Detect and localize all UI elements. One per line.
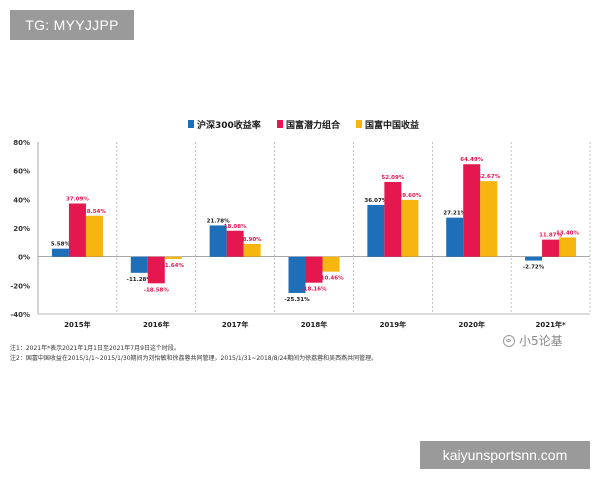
data-label-0-4: 36.07%: [364, 198, 387, 204]
bar-2-6: [559, 237, 577, 257]
data-label-2-1: -1.64%: [163, 263, 185, 269]
bar-1-6: [542, 239, 560, 257]
channel-tag: TG: MYYJJPP: [10, 10, 134, 40]
bar-2-0: [85, 215, 103, 257]
bar-0-6: [525, 256, 543, 261]
data-label-1-4: 52.09%: [381, 175, 404, 181]
x-tick-label: 2015年: [64, 320, 90, 329]
data-label-1-6: 11.87%: [539, 233, 562, 239]
data-label-2-0: 28.54%: [83, 209, 106, 215]
brand-text: 小5论基: [519, 334, 563, 348]
data-label-0-2: 21.78%: [207, 218, 230, 224]
brand-mark: 小5论基: [503, 332, 563, 349]
bar-1-2: [226, 230, 244, 257]
bar-0-3: [288, 256, 306, 293]
legend-swatch-2: [356, 120, 362, 128]
data-label-2-2: 8.90%: [243, 237, 263, 243]
legend-swatch-1: [277, 120, 283, 128]
x-tick-label: 2020年: [458, 320, 484, 329]
site-watermark: kaiyunsportsnn.com: [420, 441, 590, 469]
bar-2-4: [401, 199, 419, 257]
x-tick-label: 2019年: [380, 320, 406, 329]
y-tick-label: 60%: [13, 168, 30, 176]
y-tick-label: -20%: [10, 282, 30, 290]
data-label-2-4: 39.60%: [398, 193, 421, 199]
x-tick-label: 2021年*: [535, 320, 565, 329]
legend-label-1: 国富潜力组合: [286, 119, 341, 131]
bar-1-4: [384, 182, 402, 257]
y-tick-label: 40%: [13, 196, 30, 204]
data-label-0-1: -11.28%: [127, 277, 153, 283]
data-label-1-5: 64.49%: [460, 157, 483, 163]
bar-1-5: [463, 164, 481, 257]
y-tick-label: 0%: [18, 254, 30, 262]
data-label-1-2: 18.08%: [224, 224, 247, 230]
bar-0-2: [209, 225, 227, 257]
bar-0-5: [446, 217, 464, 257]
bar-0-0: [51, 248, 69, 257]
x-tick-label: 2016年: [143, 320, 169, 329]
bar-1-1: [147, 256, 165, 284]
bar-2-1: [164, 256, 182, 260]
footnote-2: 注2：国富中国收益在2015/1/1~2015/1/30期间为刘怡敏和徐荔蓉共同…: [10, 355, 378, 362]
data-label-0-0: 5.58%: [51, 242, 71, 248]
wechat-logo-icon: [503, 334, 515, 347]
bar-2-5: [480, 181, 498, 257]
data-label-0-3: -25.31%: [284, 297, 310, 303]
bar-1-0: [68, 203, 86, 257]
data-label-2-6: 13.40%: [556, 230, 579, 236]
bar-0-4: [367, 204, 385, 257]
legend-label-0: 沪深300收益率: [197, 119, 261, 131]
data-label-2-5: 52.67%: [477, 174, 500, 180]
data-label-2-3: -10.46%: [318, 276, 344, 282]
footnote-1: 注1：2021年*表示2021年1月1日至2021年7月9日这个时段。: [10, 345, 180, 352]
data-label-0-6: -2.72%: [523, 265, 545, 271]
y-tick-label: -40%: [10, 311, 30, 319]
y-tick-label: 20%: [13, 225, 30, 233]
y-tick-label: 80%: [13, 139, 30, 147]
x-tick-label: 2017年: [222, 320, 248, 329]
bar-2-3: [322, 256, 340, 272]
bar-0-1: [130, 256, 148, 273]
data-label-1-0: 37.09%: [66, 197, 89, 203]
data-label-0-5: 27.21%: [443, 211, 466, 217]
data-label-1-1: -18.58%: [144, 287, 170, 293]
data-label-1-3: -18.16%: [301, 287, 327, 293]
legend-label-2: 国富中国收益: [365, 119, 419, 131]
legend-swatch-0: [188, 120, 194, 128]
bar-2-2: [243, 243, 261, 257]
x-tick-label: 2018年: [301, 320, 327, 329]
bar-1-3: [305, 256, 323, 283]
